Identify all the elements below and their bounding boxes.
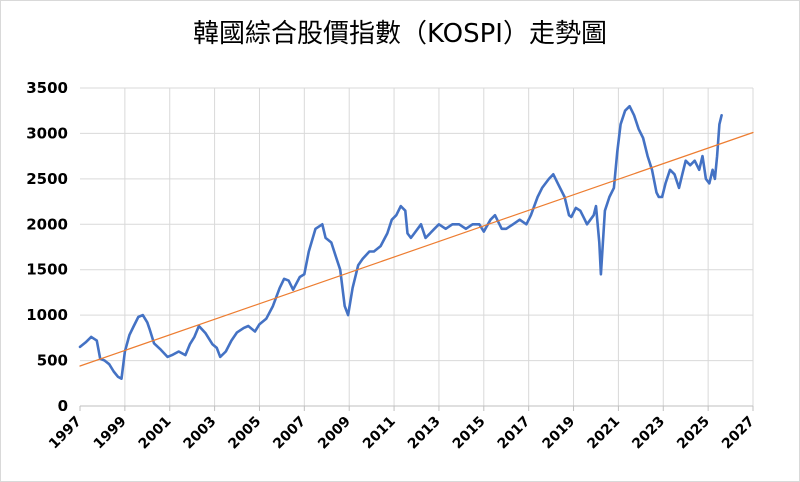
y-tick-label: 2500 [26,170,68,188]
y-tick-label: 1500 [26,261,68,279]
gridlines [80,87,754,406]
x-tick-label: 2019 [539,414,578,453]
x-tick-label: 1997 [46,414,85,453]
chart-title: 韓國綜合股價指數（KOSPI）走勢圖 [193,19,607,49]
x-tick-label: 2015 [450,414,489,453]
x-tick-label: 2027 [719,414,758,453]
y-tick-label: 2000 [26,215,68,233]
x-tick-label: 2005 [225,414,264,453]
y-tick-label: 0 [58,397,68,415]
x-tick-label: 2007 [270,414,309,453]
y-tick-label: 500 [37,352,68,370]
x-tick-label: 2023 [629,414,668,453]
kospi-index-line [78,104,723,381]
x-tick-label: 2013 [405,414,444,453]
x-tick-label: 2011 [360,414,399,453]
y-tick-label: 3500 [26,79,68,97]
y-tick-label: 3000 [26,124,68,142]
x-tick-label: 2001 [136,414,175,453]
x-tick-label: 2009 [315,414,354,453]
trend-line [79,131,754,367]
x-tick-label: 2025 [674,414,713,453]
y-tick-labels: 0 500 1000 1500 2000 2500 3000 3500 [26,79,68,415]
axes [79,405,754,411]
x-tick-labels: 1997 1999 2001 2003 2005 2007 2009 2011 2013 2015… [46,414,758,453]
x-tick-label: 1999 [91,414,130,453]
x-tick-label: 2017 [495,414,534,453]
y-tick-label: 1000 [26,306,68,324]
x-tick-label: 2021 [584,414,623,453]
series-lines [78,104,754,381]
x-tick-label: 2003 [181,414,220,453]
